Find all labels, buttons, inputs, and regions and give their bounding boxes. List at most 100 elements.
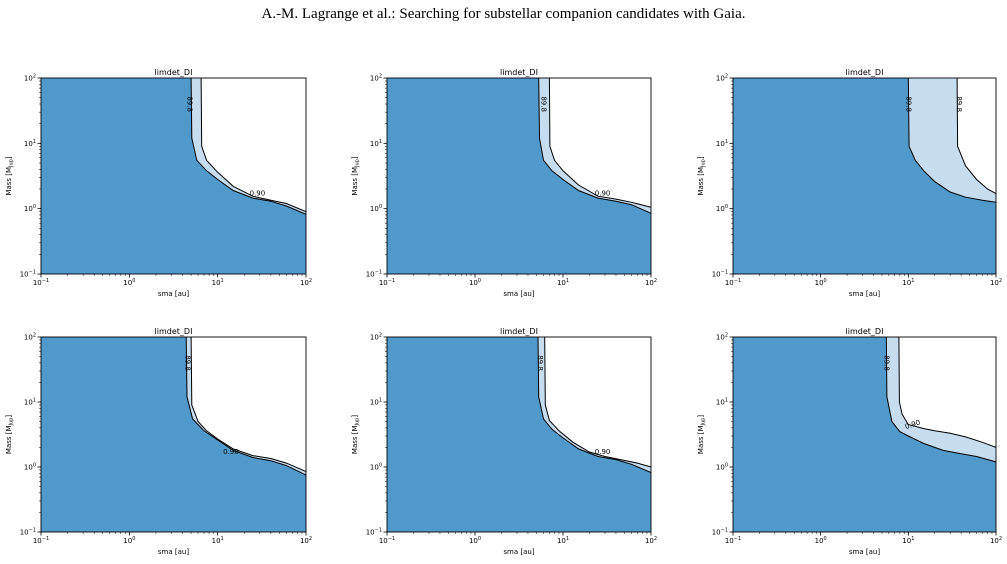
y-tick-label: 102 (24, 333, 36, 342)
x-tick-label: 10−1 (33, 278, 49, 287)
contour-label: 89.8 (184, 355, 192, 371)
contour-line-outer (185, 337, 306, 476)
x-tick-label: 101 (902, 536, 914, 545)
y-tick-label: 100 (24, 463, 36, 472)
contour-line-inner (544, 337, 651, 468)
contour-line-inner (200, 78, 306, 213)
y-tick-label: 10−1 (366, 270, 382, 279)
contour-line-inner (190, 337, 306, 473)
y-tick-label: 100 (370, 204, 382, 213)
y-tick-label: 10−1 (712, 528, 728, 537)
x-tick-label: 100 (815, 278, 827, 287)
y-tick-label: 10−1 (712, 270, 728, 279)
x-tick-label: 10−1 (379, 536, 395, 545)
y-tick-label: 102 (716, 333, 728, 342)
x-tick-label: 100 (123, 278, 135, 287)
x-tick-label: 101 (902, 278, 914, 287)
panel-3: 89.8 89.8 limdet_DI 10−1 100 101 102 10−1 100 101… (697, 68, 1002, 298)
contour-line-inner (548, 78, 651, 208)
detected-region (733, 337, 996, 532)
x-axis-label: sma [au] (158, 548, 189, 556)
x-tick-label: 10−1 (33, 536, 49, 545)
chart-title: limdet_DI (500, 327, 538, 336)
y-tick-label: 100 (24, 204, 36, 213)
plot-frame (732, 336, 997, 533)
y-axis-label: Mass [MJup] (5, 156, 15, 195)
y-tick-label: 101 (716, 139, 728, 148)
y-axis-label: Mass [MJup] (697, 156, 707, 195)
chart-title: limdet_DI (500, 68, 538, 77)
chart-title: limdet_DI (846, 327, 884, 336)
x-tick-label: 100 (469, 536, 481, 545)
contour-line-inner (898, 337, 996, 448)
contour-line-inner (956, 78, 996, 195)
y-tick-label: 102 (24, 74, 36, 83)
x-tick-label: 102 (300, 278, 312, 287)
contour-label: 89.8 (536, 355, 544, 371)
y-tick-label: 10−1 (20, 270, 36, 279)
x-tick-label: 102 (990, 278, 1002, 287)
y-axis-label: Mass [MJup] (351, 415, 361, 454)
x-tick-label: 10−1 (725, 536, 741, 545)
plot-frame (732, 77, 997, 275)
contour-line-outer (190, 78, 306, 215)
x-tick-label: 102 (990, 536, 1002, 545)
y-axis-label: Mass [MJup] (697, 415, 707, 454)
x-tick-label: 100 (123, 536, 135, 545)
contour-label: 0.90 (250, 190, 266, 198)
y-tick-label: 10−1 (20, 528, 36, 537)
contour-label: 89.8 (882, 355, 890, 371)
x-tick-label: 10−1 (725, 278, 741, 287)
y-tick-label: 101 (716, 398, 728, 407)
chart-title: limdet_DI (846, 68, 884, 77)
contour-label: 89.8 (955, 96, 963, 112)
x-tick-label: 102 (300, 536, 312, 545)
detected-region (733, 78, 996, 274)
y-tick-label: 101 (24, 139, 36, 148)
x-tick-label: 100 (815, 536, 827, 545)
y-tick-label: 100 (716, 463, 728, 472)
plot-frame (40, 77, 307, 275)
detected-region (41, 337, 306, 532)
plot-frame (40, 336, 307, 533)
contour-line-outer (885, 337, 996, 463)
plot-frame (386, 77, 652, 275)
detected-region (41, 78, 306, 274)
y-axis-label: Mass [MJup] (5, 415, 15, 454)
panel-2: 0.90 89.8 limdet_DI 10−1 100 101 102 10−1 100 101… (351, 68, 657, 298)
x-axis-label: sma [au] (849, 290, 880, 298)
x-tick-label: 10−1 (379, 278, 395, 287)
x-tick-label: 101 (557, 278, 569, 287)
y-tick-label: 102 (370, 74, 382, 83)
contour-line-outer (907, 78, 996, 203)
x-tick-label: 102 (645, 536, 657, 545)
y-tick-label: 10−1 (366, 528, 382, 537)
detected-region (387, 78, 651, 274)
x-axis-label: sma [au] (849, 548, 880, 556)
panel-5: 0.90 89.8 limdet_DI 10−1 100 101 102 10−1 100 101… (351, 327, 657, 556)
x-tick-label: 101 (212, 536, 224, 545)
y-tick-label: 101 (370, 398, 382, 407)
chart-title: limdet_DI (155, 327, 193, 336)
x-tick-label: 100 (469, 278, 481, 287)
x-tick-label: 102 (645, 278, 657, 287)
x-axis-label: sma [au] (503, 290, 534, 298)
y-tick-label: 101 (24, 398, 36, 407)
contour-label: 0.90 (595, 448, 611, 456)
contour-line-outer (537, 337, 651, 474)
chart-title: limdet_DI (155, 68, 193, 77)
detected-region (387, 337, 651, 532)
contour-label: 89.8 (540, 96, 548, 112)
panel-1: 0.90 89.8 limdet_DI 10−1 100 101 102 10−1 100 101… (5, 68, 312, 298)
contour-label: 0.90 (595, 190, 611, 198)
panel-4: 0.90 89.8 limdet_DI 10−1 100 101 102 10−1 100 101… (5, 327, 312, 556)
x-tick-label: 101 (557, 536, 569, 545)
contour-label: 89.8 (904, 96, 912, 112)
y-tick-label: 102 (716, 74, 728, 83)
contour-label: 0.90 (223, 448, 239, 456)
plot-frame (386, 336, 652, 533)
y-tick-label: 102 (370, 333, 382, 342)
x-axis-label: sma [au] (503, 548, 534, 556)
